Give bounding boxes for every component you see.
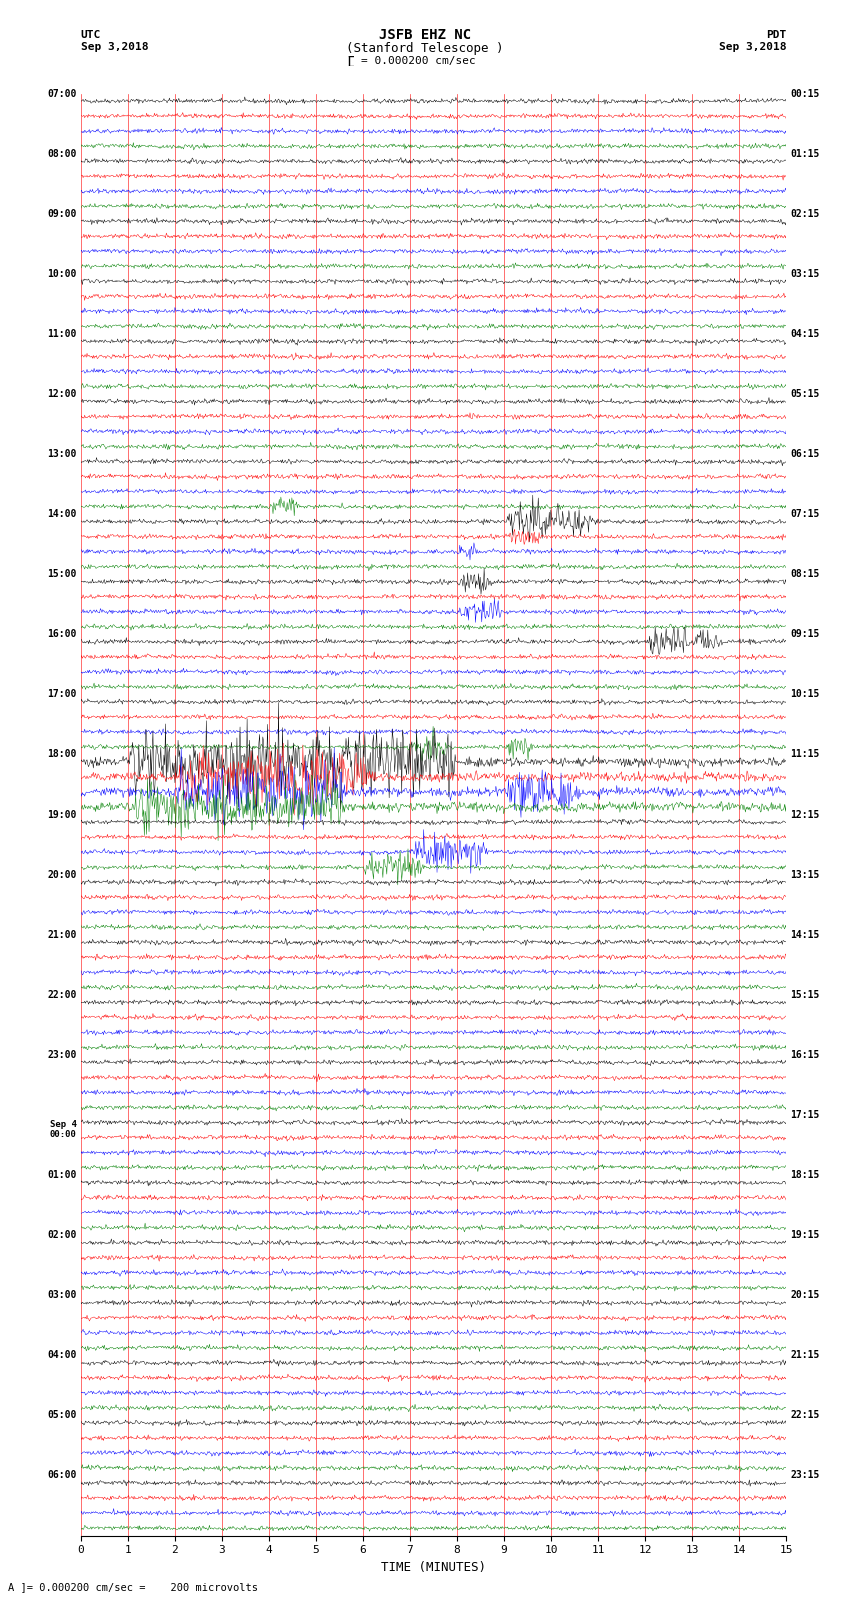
Text: 00:15: 00:15 <box>790 89 820 98</box>
Text: 18:00: 18:00 <box>47 750 76 760</box>
Text: (Stanford Telescope ): (Stanford Telescope ) <box>346 42 504 55</box>
Text: 15:00: 15:00 <box>47 569 76 579</box>
Text: 22:15: 22:15 <box>790 1410 820 1421</box>
Text: 22:00: 22:00 <box>47 990 76 1000</box>
Text: 08:00: 08:00 <box>47 148 76 158</box>
Text: 07:15: 07:15 <box>790 510 820 519</box>
Text: 10:15: 10:15 <box>790 689 820 700</box>
Text: 06:00: 06:00 <box>47 1471 76 1481</box>
Text: 05:00: 05:00 <box>47 1410 76 1421</box>
Text: A ]= 0.000200 cm/sec =    200 microvolts: A ]= 0.000200 cm/sec = 200 microvolts <box>8 1582 258 1592</box>
Text: 20:00: 20:00 <box>47 869 76 879</box>
Text: 06:15: 06:15 <box>790 448 820 460</box>
Text: Sep 3,2018: Sep 3,2018 <box>719 42 786 52</box>
Text: 14:15: 14:15 <box>790 929 820 940</box>
Text: 02:00: 02:00 <box>47 1231 76 1240</box>
Text: 17:00: 17:00 <box>47 689 76 700</box>
Text: 13:15: 13:15 <box>790 869 820 879</box>
Text: 16:00: 16:00 <box>47 629 76 639</box>
Text: 03:00: 03:00 <box>47 1290 76 1300</box>
Text: 12:15: 12:15 <box>790 810 820 819</box>
Text: 12:00: 12:00 <box>47 389 76 398</box>
Text: 10:00: 10:00 <box>47 269 76 279</box>
Text: 14:00: 14:00 <box>47 510 76 519</box>
Text: 11:15: 11:15 <box>790 750 820 760</box>
Text: 23:00: 23:00 <box>47 1050 76 1060</box>
Text: UTC: UTC <box>81 31 101 40</box>
Text: 09:00: 09:00 <box>47 208 76 219</box>
Text: 07:00: 07:00 <box>47 89 76 98</box>
Text: 20:15: 20:15 <box>790 1290 820 1300</box>
Text: 13:00: 13:00 <box>47 448 76 460</box>
Text: 01:00: 01:00 <box>47 1169 76 1181</box>
Text: 17:15: 17:15 <box>790 1110 820 1119</box>
Text: PDT: PDT <box>766 31 786 40</box>
Text: = 0.000200 cm/sec: = 0.000200 cm/sec <box>361 56 476 66</box>
Text: Sep 4
00:00: Sep 4 00:00 <box>49 1119 76 1139</box>
Text: 01:15: 01:15 <box>790 148 820 158</box>
Text: 21:15: 21:15 <box>790 1350 820 1360</box>
Text: 04:15: 04:15 <box>790 329 820 339</box>
Text: 11:00: 11:00 <box>47 329 76 339</box>
Text: 02:15: 02:15 <box>790 208 820 219</box>
Text: 09:15: 09:15 <box>790 629 820 639</box>
Text: 18:15: 18:15 <box>790 1169 820 1181</box>
Text: 08:15: 08:15 <box>790 569 820 579</box>
Text: 21:00: 21:00 <box>47 929 76 940</box>
Text: 05:15: 05:15 <box>790 389 820 398</box>
Text: 16:15: 16:15 <box>790 1050 820 1060</box>
Text: JSFB EHZ NC: JSFB EHZ NC <box>379 29 471 42</box>
Text: 15:15: 15:15 <box>790 990 820 1000</box>
Text: 23:15: 23:15 <box>790 1471 820 1481</box>
Text: Sep 3,2018: Sep 3,2018 <box>81 42 148 52</box>
Text: 03:15: 03:15 <box>790 269 820 279</box>
Text: 19:15: 19:15 <box>790 1231 820 1240</box>
Text: 19:00: 19:00 <box>47 810 76 819</box>
X-axis label: TIME (MINUTES): TIME (MINUTES) <box>381 1561 486 1574</box>
Text: 04:00: 04:00 <box>47 1350 76 1360</box>
